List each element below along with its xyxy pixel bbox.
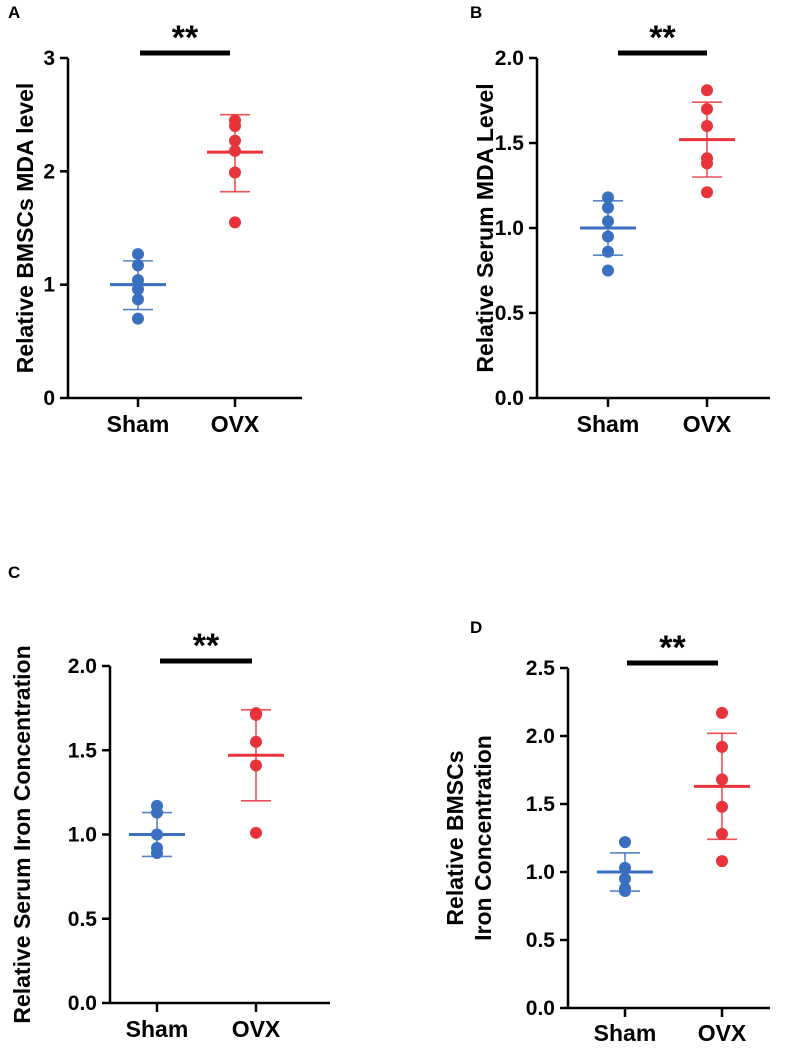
y-tick-label: 2.0 (68, 655, 97, 678)
y-tick-label: 2 (43, 160, 55, 183)
panel-letter: A (8, 3, 20, 22)
y-tick-label: 0.0 (495, 387, 524, 410)
ovx-point (716, 855, 728, 868)
y-axis-label: Relative Serum Iron Concentration (9, 645, 35, 1023)
y-tick-label: 0.0 (68, 992, 97, 1015)
y-tick-label: 1.5 (68, 739, 98, 762)
sham-point (132, 248, 144, 261)
sham-point (602, 201, 614, 214)
significance-label: ** (172, 19, 199, 57)
sham-point (132, 274, 144, 287)
ovx-point (229, 216, 241, 229)
y-tick-label: 1.0 (526, 861, 555, 884)
sham-point (619, 885, 631, 898)
ovx-point (701, 186, 713, 199)
sham-point (151, 806, 163, 819)
y-tick-label: 2.0 (495, 47, 524, 70)
ovx-point (701, 103, 713, 115)
significance-label: ** (659, 629, 686, 667)
panel-c: C 0.0 0.5 1.0 1.5 2.0 Sham OVX Relative Serum Ir… (8, 563, 330, 1042)
x-tick-label: Sham (577, 411, 640, 437)
x-tick-label: OVX (683, 411, 732, 437)
ovx-point (250, 708, 262, 721)
sham-point (132, 293, 144, 306)
x-tick-label: Sham (107, 411, 170, 437)
ovx-point (250, 826, 262, 839)
ovx-point (716, 827, 728, 840)
panel-letter: C (8, 563, 20, 582)
significance-label: ** (649, 19, 676, 57)
sham-point (602, 215, 614, 228)
panel-b: B 0.0 0.5 1.0 1.5 2.0 Sham OVX Relative Serum MD… (470, 3, 770, 437)
y-axis-label: Relative BMSCs (442, 750, 468, 925)
sham-point (619, 836, 631, 849)
panel-d: D 0.0 0.5 1.0 1.5 2.0 2.5 Sham OVX Relative BMSCs… (442, 618, 770, 1046)
sham-point (132, 259, 144, 272)
ovx-point (229, 166, 241, 179)
significance-label: ** (193, 627, 220, 665)
ovx-point (701, 120, 713, 132)
y-tick-label: 0.5 (68, 908, 98, 931)
x-tick-label: OVX (232, 1016, 281, 1042)
y-tick-label: 3 (43, 47, 55, 70)
y-tick-label: 0 (43, 387, 55, 410)
ovx-point (229, 120, 241, 132)
panel-letter: D (470, 618, 482, 637)
y-axis-label: Iron Concentration (470, 735, 496, 941)
y-tick-label: 1.0 (68, 824, 97, 847)
sham-point (602, 264, 614, 277)
ovx-point (716, 800, 728, 813)
ovx-point (250, 735, 262, 748)
x-tick-label: OVX (698, 1020, 747, 1046)
y-tick-label: 2.0 (526, 725, 555, 748)
panel-a: A 0 1 2 3 Sham OVX Relative BMSCs MDA level ** (8, 3, 302, 437)
x-tick-label: Sham (594, 1020, 657, 1046)
ovx-point (716, 773, 728, 786)
x-tick-label: Sham (126, 1016, 189, 1042)
sham-point (132, 312, 144, 325)
sham-point (619, 872, 631, 885)
ovx-point (701, 157, 713, 170)
y-tick-label: 1.5 (495, 132, 525, 155)
y-tick-label: 1 (43, 274, 55, 297)
sham-point (602, 191, 614, 204)
y-tick-label: 1.5 (526, 793, 556, 816)
y-tick-label: 2.5 (526, 657, 556, 680)
y-tick-label: 1.0 (495, 217, 524, 240)
ovx-point (701, 84, 713, 97)
y-axis-label: Relative BMSCs MDA level (12, 83, 38, 374)
y-tick-label: 0.0 (526, 997, 555, 1020)
x-tick-label: OVX (211, 411, 260, 437)
ovx-point (229, 134, 241, 147)
y-tick-label: 0.5 (495, 302, 525, 325)
ovx-point (716, 740, 728, 753)
sham-point (602, 245, 614, 258)
panel-letter: B (470, 3, 482, 22)
sham-point (151, 847, 163, 860)
ovx-point (250, 759, 262, 772)
sham-point (132, 283, 144, 296)
y-tick-label: 0.5 (526, 929, 556, 952)
sham-point (602, 230, 614, 243)
y-axis-label: Relative Serum MDA Level (472, 83, 498, 372)
ovx-point (716, 706, 728, 719)
